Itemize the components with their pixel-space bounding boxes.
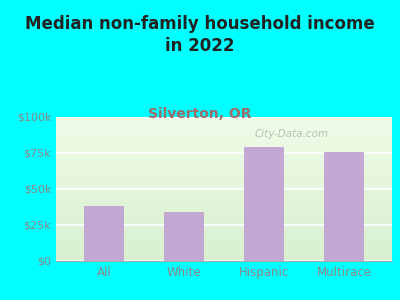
Bar xyxy=(84,206,124,261)
Bar xyxy=(324,152,364,261)
Bar xyxy=(244,147,284,261)
Text: Silverton, OR: Silverton, OR xyxy=(148,106,252,121)
Text: City-Data.com: City-Data.com xyxy=(254,129,328,139)
Bar xyxy=(164,212,204,261)
Text: Median non-family household income
in 2022: Median non-family household income in 20… xyxy=(25,15,375,55)
